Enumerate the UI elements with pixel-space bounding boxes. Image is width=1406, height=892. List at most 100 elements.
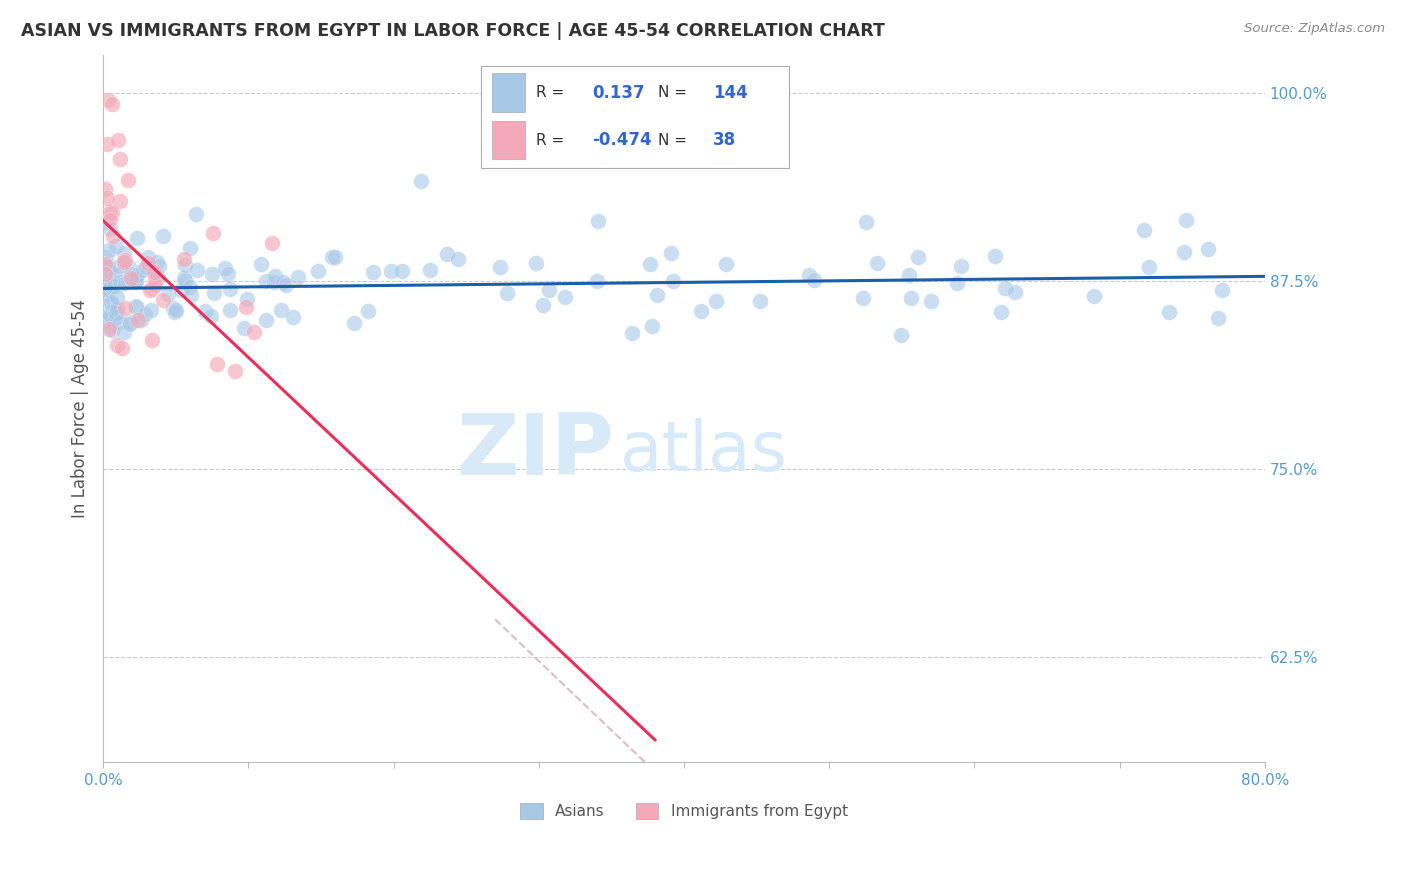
Point [201, 267, 224, 281]
Point [254, 313, 277, 327]
Text: 38: 38 [713, 131, 737, 149]
Point [93, 257, 115, 271]
Point [118, 315, 141, 329]
Point [219, 303, 242, 318]
Point [202, 226, 225, 240]
Text: 144: 144 [713, 84, 748, 102]
Point [235, 300, 257, 314]
Point [148, 259, 170, 273]
Point [524, 256, 547, 270]
Point [108, 315, 131, 329]
Point [263, 269, 285, 284]
Point [689, 304, 711, 318]
Text: R =: R = [537, 85, 569, 100]
Point [97, 93, 120, 107]
Point [1083, 289, 1105, 303]
Point [173, 252, 195, 266]
Point [645, 288, 668, 302]
Point [117, 173, 139, 187]
Point [127, 230, 149, 244]
Point [127, 312, 149, 326]
Point [97, 260, 120, 274]
FancyBboxPatch shape [481, 66, 789, 169]
Point [554, 290, 576, 304]
Point [380, 264, 402, 278]
Point [105, 337, 128, 351]
Text: atlas: atlas [620, 417, 787, 484]
Point [323, 251, 346, 265]
Point [114, 301, 136, 315]
Point [447, 252, 470, 266]
Point [357, 304, 380, 318]
Point [121, 273, 143, 287]
Point [907, 250, 929, 264]
Point [662, 274, 685, 288]
Point [94, 286, 117, 301]
Point [641, 319, 664, 334]
Point [101, 206, 124, 220]
Point [900, 291, 922, 305]
Point [173, 271, 195, 285]
Point [1132, 223, 1154, 237]
Point [531, 298, 554, 312]
Text: N =: N = [658, 133, 692, 147]
Point [121, 271, 143, 285]
Point [93, 182, 115, 196]
Point [186, 263, 208, 277]
Point [97, 306, 120, 320]
Point [260, 235, 283, 250]
Point [135, 260, 157, 274]
Point [127, 268, 149, 283]
Point [131, 263, 153, 277]
Point [117, 274, 139, 288]
Point [214, 260, 236, 275]
Point [142, 265, 165, 279]
Point [112, 325, 135, 339]
Point [179, 241, 201, 255]
Point [98, 322, 121, 336]
Point [488, 260, 510, 274]
Point [361, 265, 384, 279]
Point [1206, 311, 1229, 326]
Point [98, 205, 121, 219]
Point [112, 245, 135, 260]
Point [254, 274, 277, 288]
Point [620, 326, 643, 341]
Point [217, 267, 239, 281]
Point [250, 256, 273, 270]
Point [174, 273, 197, 287]
Point [179, 280, 201, 294]
Point [537, 283, 560, 297]
Text: 0.137: 0.137 [592, 84, 645, 102]
Point [276, 277, 298, 292]
Point [236, 292, 259, 306]
Point [138, 256, 160, 270]
Point [281, 310, 304, 325]
Legend: Asians, Immigrants from Egypt: Asians, Immigrants from Egypt [515, 797, 853, 825]
Point [111, 341, 134, 355]
Point [586, 274, 609, 288]
Text: ASIAN VS IMMIGRANTS FROM EGYPT IN LABOR FORCE | AGE 45-54 CORRELATION CHART: ASIAN VS IMMIGRANTS FROM EGYPT IN LABOR … [21, 22, 884, 40]
Point [409, 174, 432, 188]
Point [243, 325, 266, 339]
Point [270, 303, 292, 318]
Point [803, 273, 825, 287]
Point [125, 273, 148, 287]
Point [496, 285, 519, 300]
FancyBboxPatch shape [492, 73, 524, 112]
Point [120, 271, 142, 285]
Point [98, 213, 121, 227]
Point [100, 278, 122, 293]
Text: -0.474: -0.474 [592, 131, 652, 149]
Point [94, 313, 117, 327]
Point [112, 255, 135, 269]
Point [101, 96, 124, 111]
Point [105, 239, 128, 253]
Point [224, 364, 246, 378]
Point [98, 319, 121, 334]
Point [174, 258, 197, 272]
Point [1211, 283, 1233, 297]
Point [94, 282, 117, 296]
Point [1004, 285, 1026, 299]
Text: Source: ZipAtlas.com: Source: ZipAtlas.com [1244, 22, 1385, 36]
